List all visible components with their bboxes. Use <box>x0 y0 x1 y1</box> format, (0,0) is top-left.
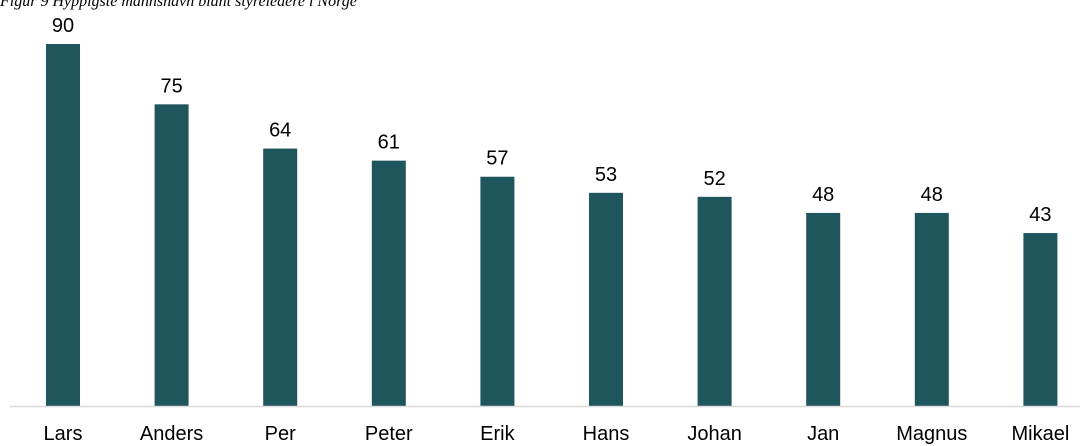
bar-peter <box>371 160 406 406</box>
value-label-magnus: 48 <box>921 184 943 206</box>
bar-per <box>263 148 298 407</box>
bar-jan <box>806 212 841 406</box>
bar-lars <box>46 44 80 406</box>
category-labels-group: Lars Anders Per Peter Erik Hans Johan Jan Magnus… <box>44 423 1070 445</box>
value-label-lars: 90 <box>52 15 74 37</box>
category-label-lars: Lars <box>44 423 83 445</box>
bar-anders <box>154 104 189 406</box>
value-label-mikael: 43 <box>1029 204 1051 226</box>
value-label-erik: 57 <box>486 148 508 170</box>
bar-hans <box>589 192 623 406</box>
bars-group <box>46 44 1058 407</box>
category-label-mikael: Mikael <box>1012 423 1070 445</box>
category-label-jan: Jan <box>807 423 839 445</box>
value-label-per: 64 <box>269 120 291 142</box>
category-label-erik: Erik <box>480 423 515 445</box>
category-label-johan: Johan <box>687 423 742 445</box>
bar-erik <box>480 176 515 406</box>
bar-johan <box>697 196 732 406</box>
value-label-hans: 53 <box>595 164 617 186</box>
category-label-anders: Anders <box>140 423 203 445</box>
category-label-peter: Peter <box>365 423 413 445</box>
bar-magnus <box>914 212 949 406</box>
value-label-peter: 61 <box>378 132 400 154</box>
category-label-per: Per <box>265 423 296 445</box>
category-label-magnus: Magnus <box>896 423 967 445</box>
value-label-jan: 48 <box>812 184 834 206</box>
value-label-anders: 75 <box>160 75 182 97</box>
category-label-hans: Hans <box>583 423 630 445</box>
value-labels-group: 90 75 64 61 57 53 52 48 48 43 <box>52 15 1052 226</box>
figure-caption: Figur 9 Hyppigste mannsnavn blant styrel… <box>0 0 357 10</box>
value-label-johan: 52 <box>703 168 725 190</box>
bar-mikael <box>1023 233 1058 406</box>
